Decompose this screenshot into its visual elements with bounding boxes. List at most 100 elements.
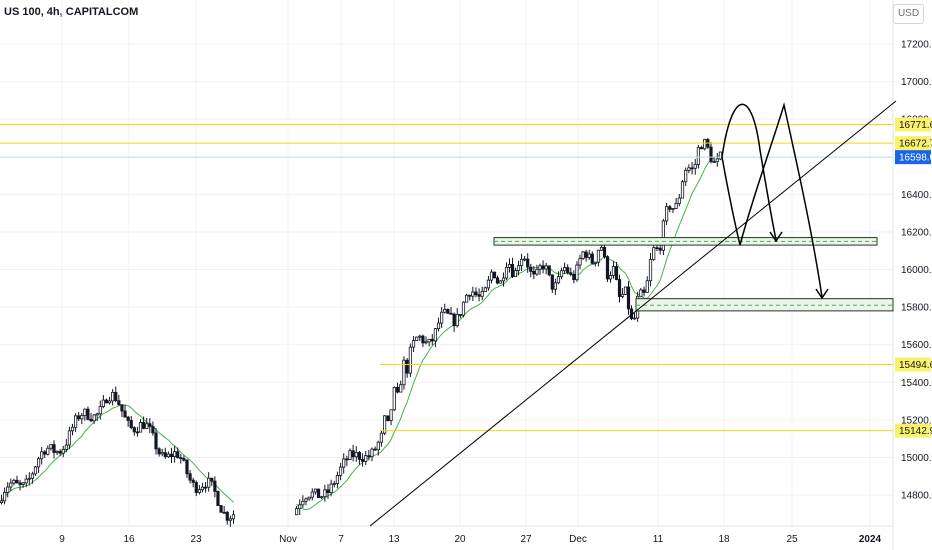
candle [433, 327, 438, 348]
candle [216, 490, 220, 507]
candle-body [210, 477, 214, 482]
candle-body [424, 341, 428, 344]
candle-body [142, 422, 146, 429]
candle [495, 275, 500, 285]
candle [427, 338, 431, 347]
price-tick-label: 16200.0 [901, 227, 932, 238]
candle-body [357, 452, 362, 460]
candle [452, 312, 456, 332]
candle-body [411, 340, 416, 348]
candle-body [120, 404, 124, 412]
projection-path [721, 102, 823, 298]
candle-body [342, 458, 346, 468]
candle [107, 396, 112, 405]
candle-body [415, 336, 419, 341]
candle-body [188, 473, 192, 481]
candle-body [77, 415, 81, 420]
price-tick-label: 15600.0 [901, 340, 932, 351]
candle-body [433, 328, 438, 342]
candle [64, 439, 68, 453]
price-tick-label: 16400.0 [901, 190, 932, 201]
candle [677, 193, 681, 207]
candle-body [605, 256, 610, 280]
candle [379, 430, 384, 447]
candle [52, 440, 56, 459]
candle [664, 202, 669, 226]
candle-body [599, 246, 604, 251]
candle-body [623, 286, 628, 295]
candle [166, 451, 171, 459]
candle-body [151, 426, 155, 434]
candle [645, 276, 649, 293]
candle-body [471, 291, 475, 297]
candle [320, 496, 324, 500]
candle-body [207, 477, 211, 488]
candle [222, 506, 226, 514]
candle-body [430, 338, 434, 342]
arrow-head [769, 231, 783, 243]
candle-body [3, 491, 7, 502]
candle-body [516, 265, 521, 271]
candle-body [351, 450, 355, 458]
price-level-label: 16672.7 [899, 139, 932, 150]
candle [80, 412, 84, 425]
candle-body [664, 206, 669, 222]
candle-body [602, 246, 607, 258]
candle [77, 411, 81, 422]
price-level-label-bg [895, 117, 931, 132]
candle [471, 286, 475, 302]
candle-body [446, 308, 450, 314]
candle [587, 249, 591, 260]
candle-body [563, 267, 567, 272]
candle [535, 264, 539, 276]
candle [342, 453, 346, 474]
candle-body [553, 282, 557, 290]
candle-body [360, 458, 365, 462]
candle [123, 404, 127, 418]
candle [316, 488, 321, 499]
candle [563, 262, 567, 275]
candle-body [383, 415, 387, 434]
candle-body [194, 482, 198, 493]
candle [36, 456, 41, 474]
candle-body [129, 420, 133, 429]
candle-body [30, 473, 35, 479]
candle [111, 389, 115, 406]
candle-body [89, 418, 93, 422]
candle-body [544, 265, 548, 270]
candle-body [345, 458, 349, 461]
candle [157, 447, 161, 457]
candle-body [213, 480, 217, 492]
candle [18, 479, 22, 491]
candle [620, 287, 625, 299]
candle-body [572, 273, 576, 281]
candle-body [107, 400, 112, 404]
candle-body [310, 491, 314, 498]
candle-body [535, 268, 539, 275]
candle [529, 263, 533, 278]
candle-body [608, 275, 613, 280]
candle-body [329, 483, 333, 493]
candle [556, 271, 561, 285]
candle-body [298, 504, 302, 510]
candle-body [468, 294, 472, 297]
candle [608, 271, 613, 283]
candle [345, 455, 349, 466]
candle [194, 480, 198, 497]
candle-body [219, 505, 223, 513]
candle [3, 487, 7, 505]
candle [415, 336, 419, 341]
candle-body [587, 253, 591, 258]
candle-body [294, 508, 299, 516]
candle [120, 404, 124, 418]
candle [104, 398, 109, 404]
candle [718, 151, 723, 161]
candle [690, 161, 694, 175]
candle [55, 450, 59, 456]
candle-body [307, 496, 311, 500]
candle [421, 334, 425, 347]
candle-body [33, 466, 38, 475]
candle-body [703, 139, 707, 150]
candle-body [95, 413, 99, 416]
